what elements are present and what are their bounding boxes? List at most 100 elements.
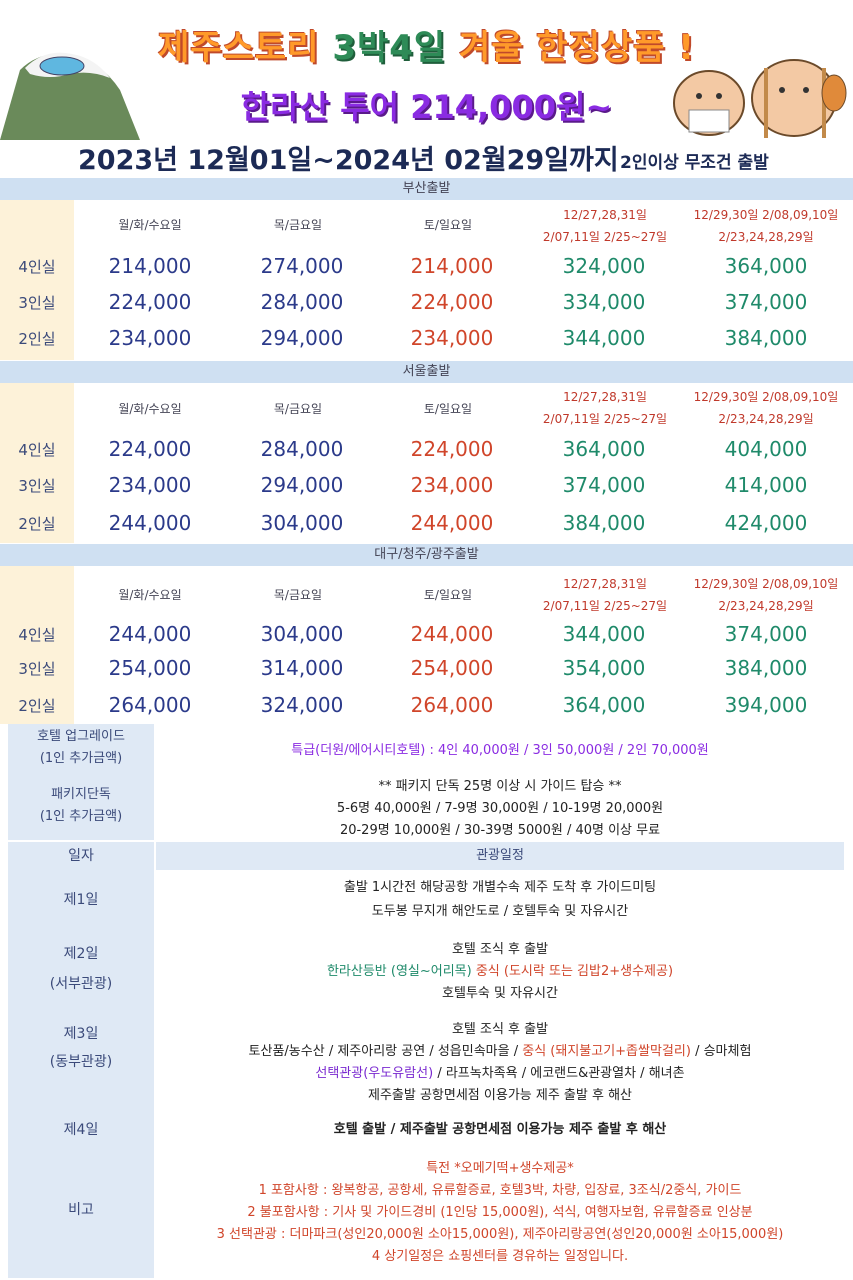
- col-head-thufri: 목/금요일: [273, 588, 323, 602]
- price-cell: 224,000: [410, 437, 494, 461]
- period-text: 2023년 12월01일~2024년 02월29일까지: [78, 145, 619, 176]
- price-cell: 364,000: [562, 693, 646, 717]
- price-cell: 324,000: [260, 693, 344, 717]
- day-2-sub: (서부관광): [49, 976, 113, 992]
- header: 제주스토리 3박4일 겨울 한정상품 ! 한라산 투어 214,000원~ 20…: [0, 0, 853, 178]
- room-2: 2인실: [18, 330, 56, 348]
- price-cell: 284,000: [260, 290, 344, 314]
- condition-text: 2인이상 무조건 출발: [620, 153, 769, 173]
- price-cell: 234,000: [410, 473, 494, 497]
- price-cell: 214,000: [108, 254, 192, 278]
- price-cell: 384,000: [562, 511, 646, 535]
- price-cell: 234,000: [108, 473, 192, 497]
- room-2: 2인실: [18, 697, 56, 715]
- itinerary-head-day: 일자: [68, 848, 94, 864]
- price-cell: 264,000: [410, 693, 494, 717]
- day-2-line-3: 호텔투숙 및 자유시간: [442, 986, 558, 1001]
- note-label: 비고: [68, 1202, 94, 1218]
- col-head-weekday: 월/화/수요일: [118, 218, 182, 232]
- info-label-column: 호텔 업그레이드 (1인 추가금액) 패키지단독 (1인 추가금액): [8, 724, 154, 840]
- note-line-2: 1 포함사항 : 왕복항공, 공항세, 유류할증료, 호텔3박, 차량, 입장료…: [258, 1183, 742, 1198]
- day-label-column: [8, 842, 154, 1278]
- price-cell: 234,000: [108, 326, 192, 350]
- day-3-line-2: 토산품/농수산 / 제주아리랑 공연 / 성읍민속마을 / 중식 (돼지불고기+…: [248, 1044, 752, 1059]
- room-3: 3인실: [18, 477, 56, 495]
- note-line-1: 특전 *오메기떡+생수제공*: [426, 1161, 574, 1176]
- price-cell: 314,000: [260, 656, 344, 680]
- price-cell: 224,000: [108, 290, 192, 314]
- package-label: 패키지단독: [51, 787, 111, 802]
- room-label-column: [0, 200, 74, 360]
- day-3-sub: (동부관광): [49, 1054, 113, 1070]
- price-cell: 244,000: [108, 622, 192, 646]
- sub-title: 한라산 투어 214,000원~: [240, 88, 613, 126]
- price-cell: 244,000: [410, 511, 494, 535]
- section-daegu-title: 대구/청주/광주출발: [0, 544, 853, 566]
- price-cell: 384,000: [724, 326, 808, 350]
- room-4: 4인실: [18, 626, 56, 644]
- col-head-weekend: 토/일요일: [423, 402, 473, 416]
- day-3-line-3: 선택관광(우도유람선) / 라프녹차족욕 / 에코랜드&관광열차 / 해녀촌: [315, 1066, 685, 1081]
- day-1-line-1: 출발 1시간전 해당공항 개별수속 제주 도착 후 가이드미팅: [343, 880, 657, 895]
- price-cell: 304,000: [260, 622, 344, 646]
- price-cell: 344,000: [562, 326, 646, 350]
- price-cell: 244,000: [410, 622, 494, 646]
- section-busan-title: 부산출발: [0, 178, 853, 200]
- col-head-weekday: 월/화/수요일: [118, 402, 182, 416]
- price-cell: 234,000: [410, 326, 494, 350]
- day-2-label: 제2일: [63, 946, 99, 962]
- note-line-3: 2 불포함사항 : 기사 및 가이드경비 (1인당 15,000원), 석식, …: [247, 1205, 753, 1220]
- col-head-peak1-line1: 12/27,28,31일: [563, 208, 647, 222]
- day-1-line-2: 도두봉 무지개 해안도로 / 호텔투숙 및 자유시간: [371, 904, 629, 919]
- price-cell: 374,000: [724, 622, 808, 646]
- price-cell: 374,000: [562, 473, 646, 497]
- hotel-upgrade-sub: (1인 추가금액): [39, 751, 123, 766]
- col-head-peak1-line2: 2/07,11일 2/25~27일: [542, 412, 668, 426]
- package-line-3: 20-29명 10,000원 / 30-39명 5000원 / 40명 이상 무…: [339, 823, 661, 838]
- package-line-1: ** 패키지 단독 25명 이상 시 가이드 탑승 **: [378, 779, 622, 794]
- price-cell: 364,000: [562, 437, 646, 461]
- note-line-4: 3 선택관광 : 더마파크(성인20,000원 소아15,000원), 제주아리…: [216, 1227, 784, 1242]
- col-head-thufri: 목/금요일: [273, 218, 323, 232]
- col-head-peak2-line2: 2/23,24,28,29일: [718, 412, 814, 426]
- price-cell: 334,000: [562, 290, 646, 314]
- day-2-line-1: 호텔 조식 후 출발: [451, 942, 549, 957]
- room-2: 2인실: [18, 515, 56, 533]
- room-4: 4인실: [18, 258, 56, 276]
- price-cell: 254,000: [410, 656, 494, 680]
- room-3: 3인실: [18, 660, 56, 678]
- hallasan-mountain-icon: [0, 52, 140, 140]
- price-cell: 274,000: [260, 254, 344, 278]
- hotel-upgrade-label: 호텔 업그레이드: [37, 729, 125, 744]
- price-cell: 224,000: [108, 437, 192, 461]
- price-cell: 364,000: [724, 254, 808, 278]
- price-cell: 424,000: [724, 511, 808, 535]
- price-cell: 214,000: [410, 254, 494, 278]
- price-cell: 414,000: [724, 473, 808, 497]
- col-head-peak2-line2: 2/23,24,28,29일: [718, 599, 814, 613]
- col-head-peak2-line1: 12/29,30일 2/08,09,10일: [693, 577, 839, 591]
- price-cell: 244,000: [108, 511, 192, 535]
- day-3-line-4: 제주출발 공항면세점 이용가능 제주 출발 후 해산: [368, 1088, 632, 1103]
- hotel-upgrade-text: 특급(더원/에어시티호텔) : 4인 40,000원 / 3인 50,000원 …: [291, 743, 709, 758]
- room-label-column: [0, 566, 74, 724]
- col-head-weekend: 토/일요일: [423, 218, 473, 232]
- price-cell: 404,000: [724, 437, 808, 461]
- col-head-peak2-line1: 12/29,30일 2/08,09,10일: [693, 208, 839, 222]
- price-cell: 354,000: [562, 656, 646, 680]
- day-4-label: 제4일: [63, 1122, 99, 1138]
- price-cell: 394,000: [724, 693, 808, 717]
- price-cell: 324,000: [562, 254, 646, 278]
- col-head-weekday: 월/화/수요일: [118, 588, 182, 602]
- price-cell: 344,000: [562, 622, 646, 646]
- package-line-2: 5-6명 40,000원 / 7-9명 30,000원 / 10-19명 20,…: [336, 801, 664, 816]
- price-cell: 284,000: [260, 437, 344, 461]
- room-4: 4인실: [18, 441, 56, 459]
- price-cell: 254,000: [108, 656, 192, 680]
- price-cell: 224,000: [410, 290, 494, 314]
- price-cell: 294,000: [260, 326, 344, 350]
- col-head-peak1-line1: 12/27,28,31일: [563, 577, 647, 591]
- col-head-peak2-line2: 2/23,24,28,29일: [718, 230, 814, 244]
- day-4-line-1: 호텔 출발 / 제주출발 공항면세점 이용가능 제주 출발 후 해산: [333, 1122, 667, 1137]
- price-cell: 374,000: [724, 290, 808, 314]
